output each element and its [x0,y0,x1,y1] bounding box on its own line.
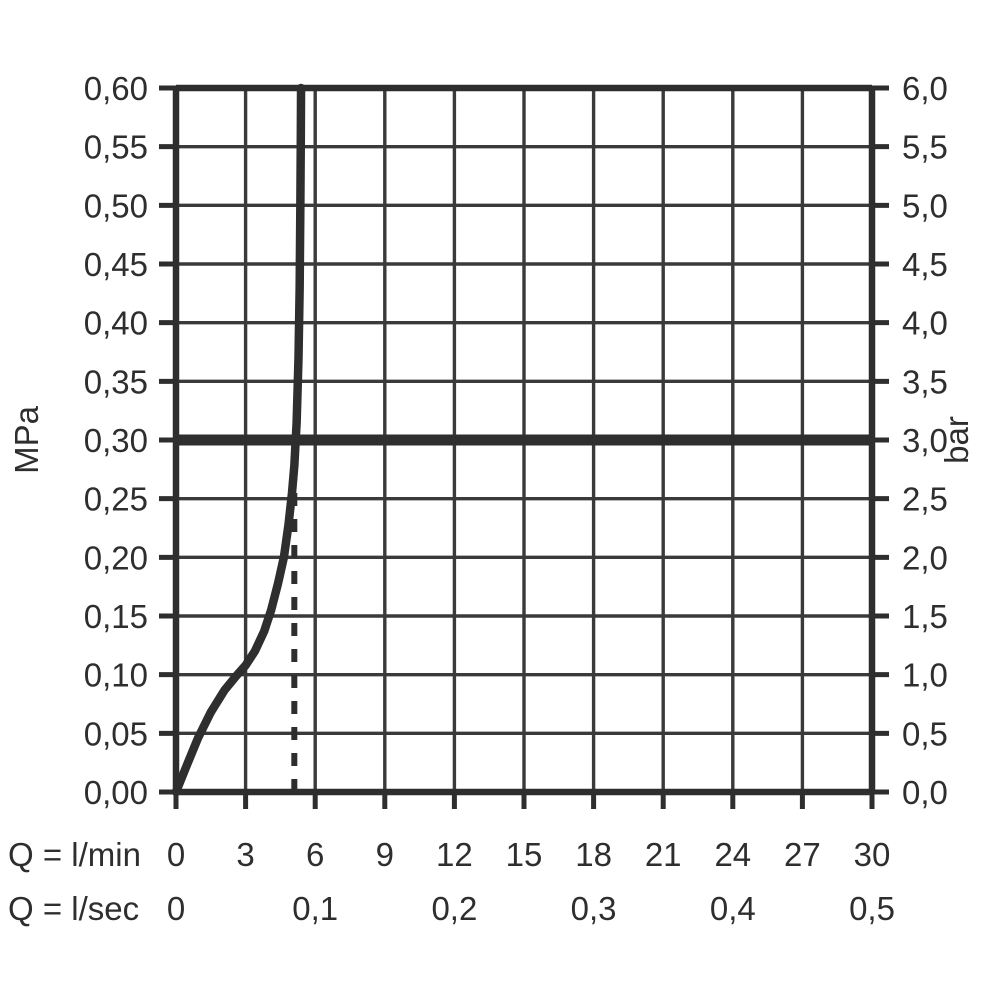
xtick-label-lmin: 21 [645,836,682,873]
ytick-label-right: 2,0 [902,539,948,576]
xtick-label-lsec: 0 [167,890,185,927]
ytick-label-left: 0,30 [84,422,148,459]
ytick-label-right: 2,5 [902,481,948,518]
ytick-label-left: 0,50 [84,187,148,224]
xtick-label-lmin: 24 [714,836,751,873]
xtick-label-lmin: 12 [436,836,473,873]
ytick-label-left: 0,35 [84,363,148,400]
left-axis-ticks [159,85,176,795]
right-axis-title: bar [938,416,975,464]
xtick-label-lsec: 0,4 [710,890,756,927]
ytick-label-right: 3,5 [902,363,948,400]
bottom-axis-ticks [173,792,875,809]
ytick-label-left: 0,40 [84,305,148,342]
xtick-label-lmin: 27 [784,836,821,873]
ytick-label-right: 5,0 [902,187,948,224]
ytick-label-right: 4,5 [902,246,948,283]
xtick-label-lsec: 0,1 [292,890,338,927]
xtick-label-lmin: 30 [854,836,891,873]
bottom-axis-lsec-title: Q = l/sec [8,890,139,927]
ytick-label-left: 0,55 [84,129,148,166]
ytick-label-right: 1,0 [902,657,948,694]
xtick-label-lmin: 15 [506,836,543,873]
ytick-label-left: 0,25 [84,481,148,518]
left-axis-tick-labels: 0,60 0,55 0,50 0,45 0,40 0,35 0,30 0,25 0,20 0,15… [84,70,148,811]
ytick-label-left: 0,05 [84,715,148,752]
xtick-label-lsec: 0,5 [849,890,895,927]
bottom-axis-lsec-labels: 0 0,1 0,2 0,3 0,4 0,5 [167,890,895,927]
bottom-axis-lmin-labels: 0 3 6 9 12 15 18 21 24 27 30 [167,836,891,873]
xtick-label-lmin: 6 [306,836,324,873]
xtick-label-lmin: 18 [575,836,612,873]
ytick-label-left: 0,20 [84,539,148,576]
ytick-label-right: 6,0 [902,70,948,107]
bottom-axis-lmin-title: Q = l/min [8,836,141,873]
ytick-label-left: 0,60 [84,70,148,107]
ytick-label-right: 1,5 [902,598,948,635]
xtick-label-lsec: 0,2 [431,890,477,927]
ytick-label-right: 0,5 [902,715,948,752]
pressure-loss-curve [171,83,306,797]
ytick-label-right: 0,0 [902,774,948,811]
xtick-label-lmin: 9 [376,836,394,873]
ytick-label-left: 0,45 [84,246,148,283]
ytick-label-left: 0,10 [84,657,148,694]
xtick-label-lmin: 3 [236,836,254,873]
left-axis-title: MPa [8,405,45,474]
xtick-label-lsec: 0,3 [571,890,617,927]
ytick-label-right: 5,5 [902,129,948,166]
ytick-label-right: 4,0 [902,305,948,342]
ytick-label-left: 0,00 [84,774,148,811]
right-axis-tick-labels: 6,0 5,5 5,0 4,5 4,0 3,5 3,0 2,5 2,0 1,5 1,0 0,5 0,0 [902,70,948,811]
ytick-label-right: 3,0 [902,422,948,459]
xtick-label-lmin: 0 [167,836,185,873]
ytick-label-left: 0,15 [84,598,148,635]
right-axis-ticks [872,85,889,795]
